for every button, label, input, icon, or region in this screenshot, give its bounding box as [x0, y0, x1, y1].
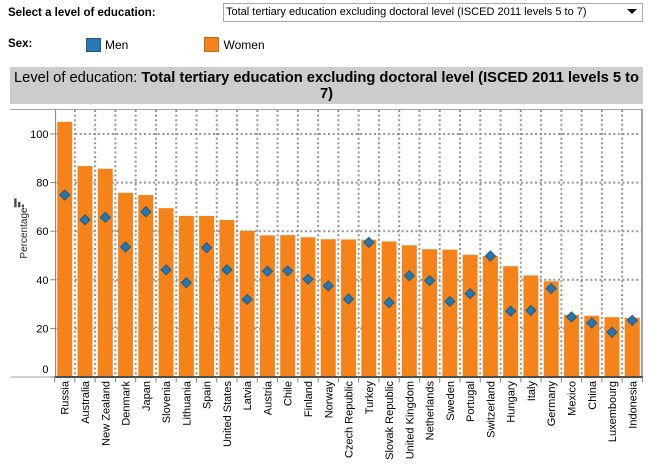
svg-text:Slovak Republic: Slovak Republic	[384, 381, 396, 460]
svg-text:Luxembourg: Luxembourg	[607, 381, 619, 442]
svg-text:Russia: Russia	[60, 380, 72, 415]
svg-text:Indonesia: Indonesia	[627, 380, 639, 429]
svg-text:United Kingdom: United Kingdom	[404, 381, 416, 459]
svg-text:Denmark: Denmark	[121, 381, 133, 426]
svg-text:Latvia: Latvia	[242, 380, 254, 410]
svg-text:Finland: Finland	[303, 381, 315, 417]
svg-text:Turkey: Turkey	[364, 381, 376, 415]
svg-text:Sweden: Sweden	[445, 381, 457, 421]
svg-text:Norway: Norway	[323, 381, 335, 419]
svg-text:Slovenia: Slovenia	[161, 380, 173, 423]
svg-text:Italy: Italy	[526, 381, 538, 402]
svg-text:New Zealand: New Zealand	[100, 381, 112, 446]
svg-text:Japan: Japan	[141, 381, 153, 411]
svg-text:China: China	[587, 380, 599, 410]
svg-text:Mexico: Mexico	[566, 381, 578, 416]
svg-text:Portugal: Portugal	[465, 381, 477, 422]
svg-text:Switzerland: Switzerland	[485, 381, 497, 438]
svg-text:0: 0	[42, 364, 48, 376]
svg-text:Australia: Australia	[80, 380, 92, 424]
svg-text:60: 60	[36, 226, 48, 238]
svg-text:Hungary: Hungary	[506, 381, 518, 423]
svg-text:Chile: Chile	[283, 381, 295, 406]
svg-text:20: 20	[36, 323, 48, 335]
svg-text:Austria: Austria	[262, 380, 274, 415]
svg-text:80: 80	[36, 178, 48, 190]
svg-text:100: 100	[30, 129, 48, 141]
svg-text:Lithuania: Lithuania	[181, 380, 193, 426]
svg-text:Netherlands: Netherlands	[425, 381, 437, 441]
svg-text:Czech Republic: Czech Republic	[344, 381, 356, 459]
svg-text:Germany: Germany	[546, 381, 558, 427]
svg-text:Spain: Spain	[202, 381, 214, 409]
svg-text:40: 40	[36, 275, 48, 287]
svg-text:Percentage: Percentage	[19, 207, 30, 259]
svg-text:United States: United States	[222, 381, 234, 448]
